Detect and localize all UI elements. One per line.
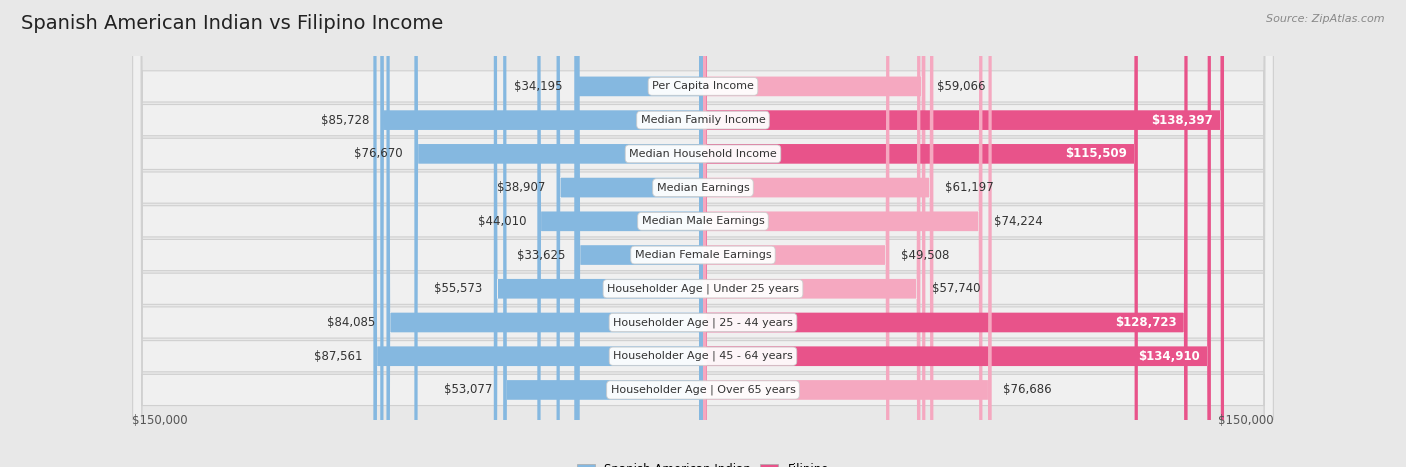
Text: $57,740: $57,740 (932, 282, 980, 295)
FancyBboxPatch shape (132, 0, 1274, 467)
Text: $115,509: $115,509 (1064, 148, 1126, 160)
Text: $150,000: $150,000 (1218, 414, 1274, 427)
FancyBboxPatch shape (703, 0, 934, 467)
Text: Householder Age | Under 25 years: Householder Age | Under 25 years (607, 283, 799, 294)
FancyBboxPatch shape (132, 0, 1274, 467)
FancyBboxPatch shape (703, 0, 1225, 467)
Text: $33,625: $33,625 (517, 248, 565, 262)
Text: $55,573: $55,573 (434, 282, 482, 295)
FancyBboxPatch shape (703, 0, 890, 467)
Text: $53,077: $53,077 (443, 383, 492, 396)
FancyBboxPatch shape (132, 0, 1274, 467)
Text: Householder Age | Over 65 years: Householder Age | Over 65 years (610, 385, 796, 395)
Text: $128,723: $128,723 (1115, 316, 1177, 329)
FancyBboxPatch shape (380, 0, 703, 467)
Text: Householder Age | 25 - 44 years: Householder Age | 25 - 44 years (613, 317, 793, 328)
FancyBboxPatch shape (576, 0, 703, 467)
Text: Householder Age | 45 - 64 years: Householder Age | 45 - 64 years (613, 351, 793, 361)
Text: $84,085: $84,085 (328, 316, 375, 329)
FancyBboxPatch shape (132, 0, 1274, 467)
Text: $76,670: $76,670 (354, 148, 404, 160)
FancyBboxPatch shape (132, 0, 1274, 467)
Text: $34,195: $34,195 (515, 80, 562, 93)
Text: $85,728: $85,728 (321, 113, 368, 127)
Text: Median Earnings: Median Earnings (657, 183, 749, 192)
Text: $49,508: $49,508 (901, 248, 949, 262)
Text: $134,910: $134,910 (1137, 350, 1199, 363)
Text: $138,397: $138,397 (1152, 113, 1213, 127)
Text: $74,224: $74,224 (994, 215, 1042, 228)
FancyBboxPatch shape (703, 0, 983, 467)
Text: $59,066: $59,066 (936, 80, 986, 93)
FancyBboxPatch shape (132, 0, 1274, 467)
FancyBboxPatch shape (387, 0, 703, 467)
Text: Per Capita Income: Per Capita Income (652, 81, 754, 92)
FancyBboxPatch shape (132, 0, 1274, 467)
FancyBboxPatch shape (415, 0, 703, 467)
Text: $87,561: $87,561 (314, 350, 363, 363)
FancyBboxPatch shape (132, 0, 1274, 467)
Text: $76,686: $76,686 (1002, 383, 1052, 396)
FancyBboxPatch shape (703, 0, 925, 467)
FancyBboxPatch shape (703, 0, 1211, 467)
FancyBboxPatch shape (132, 0, 1274, 467)
Text: Median Family Income: Median Family Income (641, 115, 765, 125)
FancyBboxPatch shape (132, 0, 1274, 467)
FancyBboxPatch shape (557, 0, 703, 467)
Text: Source: ZipAtlas.com: Source: ZipAtlas.com (1267, 14, 1385, 24)
Text: Median Household Income: Median Household Income (628, 149, 778, 159)
FancyBboxPatch shape (574, 0, 703, 467)
FancyBboxPatch shape (374, 0, 703, 467)
FancyBboxPatch shape (537, 0, 703, 467)
FancyBboxPatch shape (703, 0, 991, 467)
Text: $44,010: $44,010 (478, 215, 526, 228)
Text: Median Female Earnings: Median Female Earnings (634, 250, 772, 260)
Text: Median Male Earnings: Median Male Earnings (641, 216, 765, 226)
FancyBboxPatch shape (503, 0, 703, 467)
Text: $61,197: $61,197 (945, 181, 994, 194)
Text: $150,000: $150,000 (132, 414, 188, 427)
Legend: Spanish American Indian, Filipino: Spanish American Indian, Filipino (574, 460, 832, 467)
FancyBboxPatch shape (703, 0, 921, 467)
FancyBboxPatch shape (703, 0, 1137, 467)
FancyBboxPatch shape (494, 0, 703, 467)
Text: $38,907: $38,907 (496, 181, 546, 194)
Text: Spanish American Indian vs Filipino Income: Spanish American Indian vs Filipino Inco… (21, 14, 443, 33)
FancyBboxPatch shape (703, 0, 1188, 467)
